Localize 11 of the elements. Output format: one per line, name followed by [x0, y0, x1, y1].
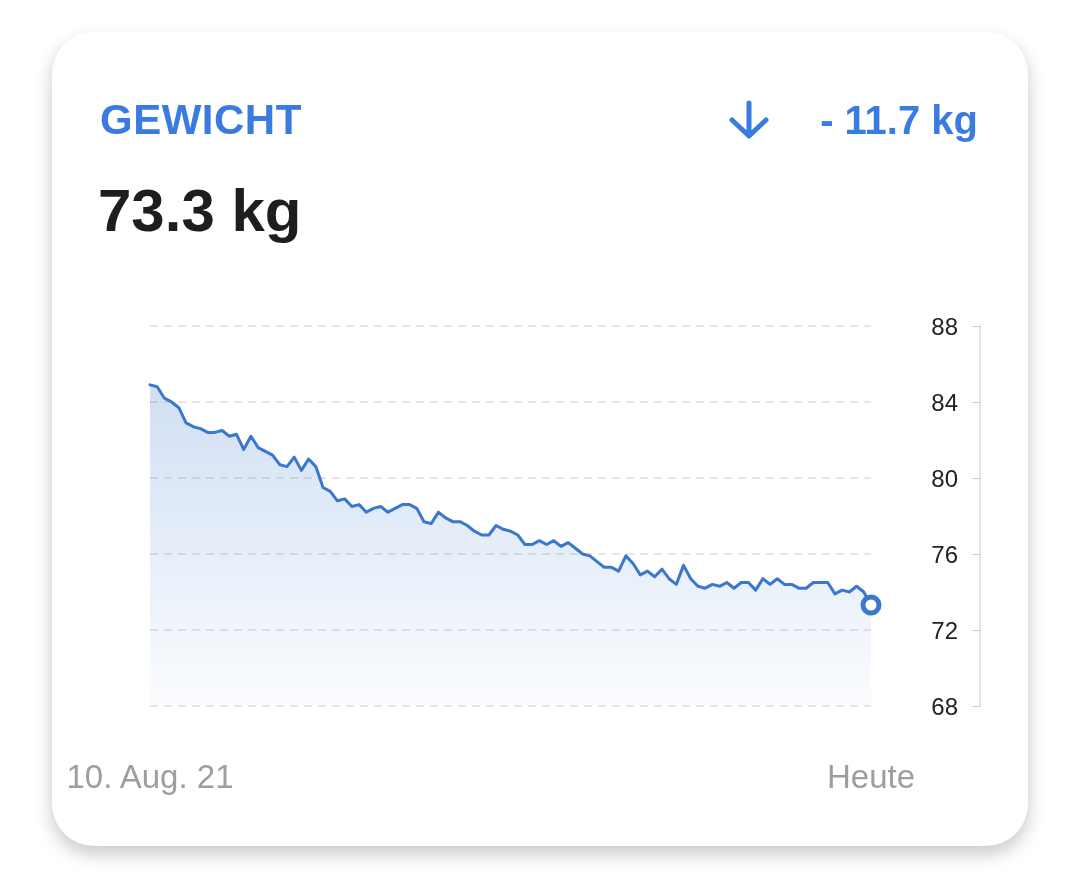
x-tick-label: Heute	[826, 758, 916, 795]
y-tick-label: 68	[931, 692, 958, 720]
y-tick-label: 72	[931, 616, 958, 644]
chart-subtitle: 73.3 kg	[98, 176, 302, 245]
y-tick-label: 76	[931, 540, 958, 568]
text: - 11.7 kg	[820, 98, 978, 143]
y-tick-label: 80	[931, 464, 958, 492]
y-tick-label: 88	[931, 312, 958, 340]
y-tick-label: 84	[931, 388, 958, 416]
x-tick-label: 10. Aug. 21	[66, 758, 234, 795]
chart-title: GEWICHT	[100, 96, 302, 144]
